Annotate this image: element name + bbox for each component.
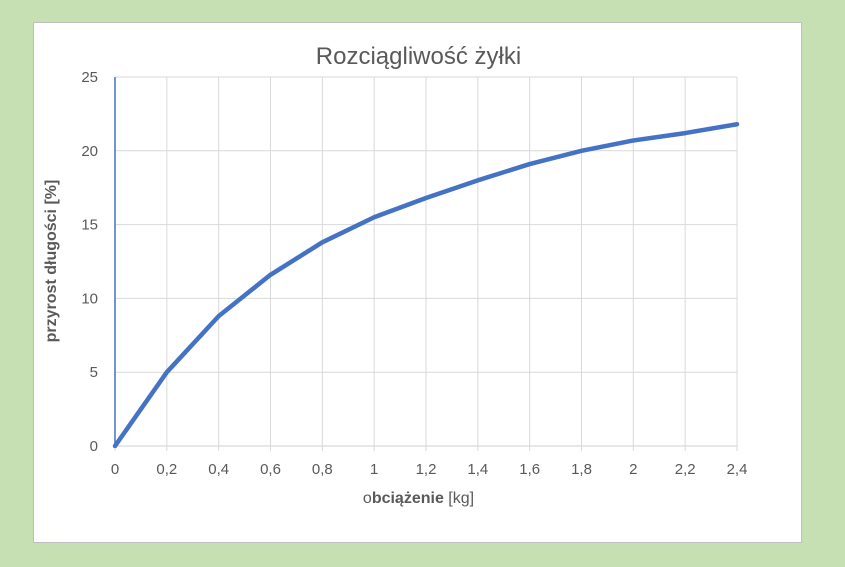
x-axis-title-part: o [363,490,372,507]
x-tick-label: 1,2 [416,461,437,478]
data-point [113,444,117,448]
data-point [683,131,688,136]
data-point [216,314,221,319]
x-tick-label: 1,4 [467,461,488,478]
chart-card: 0 5 10 15 20 25 0 0,2 0,4 0,6 0,8 1 1,2 1,4 1,6 1,8 2 2,2… [33,22,802,543]
x-tick-label: 0,6 [260,461,281,478]
data-point [735,122,739,127]
axes [114,77,738,451]
x-axis-title-part: bciążenie [372,490,444,507]
x-tick-label: 2 [629,461,637,478]
y-tick-label: 15 [81,217,98,234]
data-point [527,162,532,167]
y-axis-title: przyrost długości [%] [43,180,60,343]
x-tick-label: 0,4 [208,461,229,478]
x-tick-label: 1 [370,461,378,478]
data-point [372,215,377,220]
y-tick-label: 5 [90,364,98,381]
line-chart: 0 5 10 15 20 25 0 0,2 0,4 0,6 0,8 1 1,2 1,4 1,6 1,8 2 2,2… [43,43,747,507]
chart-title: Rozciągliwość żyłki [316,43,521,70]
y-tick-label: 20 [81,143,98,160]
x-tick-label: 2,2 [675,461,696,478]
tick-labels: 0 5 10 15 20 25 0 0,2 0,4 0,6 0,8 1 1,2 1,4 1,6 1,8 2 2,2… [81,69,747,478]
x-tick-label: 0,8 [312,461,333,478]
y-tick-label: 10 [81,290,98,307]
data-point [631,138,636,143]
data-point [268,272,273,277]
x-tick-label: 1,6 [519,461,540,478]
data-point [424,196,428,201]
series-layer [112,121,740,449]
x-axis-title-part: [kg] [444,490,474,507]
x-axis-title: obciążenie [kg] [363,490,474,507]
data-point [164,370,169,375]
data-point [475,178,480,183]
data-point [320,240,325,245]
data-point [579,148,584,153]
x-tick-label: 2,4 [727,461,748,478]
x-tick-label: 0,2 [156,461,177,478]
gridlines [115,76,738,446]
y-tick-label: 25 [81,69,98,86]
x-tick-label: 1,8 [571,461,592,478]
y-tick-label: 0 [90,438,98,455]
x-tick-label: 0 [111,461,119,478]
